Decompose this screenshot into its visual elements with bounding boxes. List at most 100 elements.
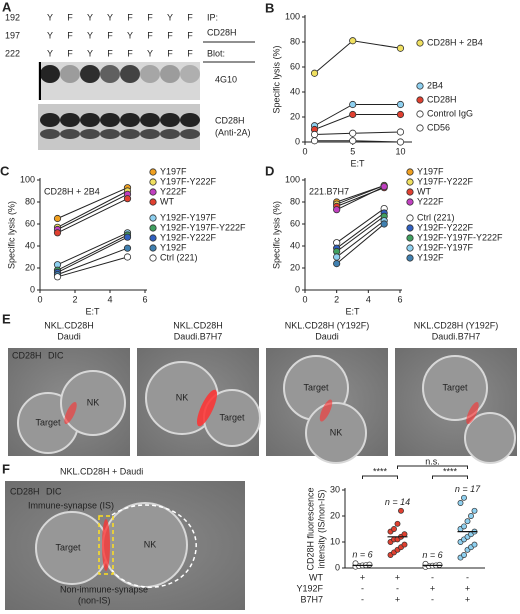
y-tick-label: 30 [330, 484, 340, 494]
y-tick-label: 60 [290, 218, 300, 228]
residue: Y [147, 48, 153, 58]
band [140, 129, 160, 139]
point [366, 561, 373, 568]
legend-swatch [149, 224, 157, 232]
point [396, 100, 405, 109]
y-axis-label: Specific lysis (%) [6, 201, 16, 269]
point [333, 259, 341, 268]
blot-strip [38, 62, 200, 100]
image-title: NKL.CD28H (Y192F) [285, 320, 370, 330]
x-tick-label: 10 [395, 146, 405, 156]
legend-label: Y192F-Y197F-Y222F [160, 222, 246, 232]
panel-letter: D [265, 163, 274, 178]
panel-letter: E [2, 311, 11, 326]
residue: Y [87, 12, 93, 22]
band [100, 65, 120, 83]
annotation: 221.B7H7 [309, 186, 349, 196]
image-title: Daudi [315, 331, 339, 341]
band [40, 65, 60, 83]
series-line [57, 232, 128, 266]
image-title: Daudi.B7H7 [432, 331, 481, 341]
series-line [57, 198, 128, 234]
series-line [57, 190, 128, 228]
residue: F [187, 30, 193, 40]
significance: **** [373, 466, 388, 476]
is-outline [98, 515, 114, 575]
y-tick-label: 0 [295, 284, 300, 294]
cd28h-signal [319, 399, 333, 422]
condition-sign: - [431, 594, 434, 604]
point [398, 507, 404, 514]
row-label: 197 [5, 30, 20, 40]
point [349, 137, 357, 145]
bracket [432, 475, 468, 479]
x-tick-label: 0 [37, 294, 42, 304]
point [53, 229, 62, 237]
y-axis-label: CD28H fluorescence [305, 487, 315, 570]
point [401, 541, 408, 548]
x-tick-label: 6 [397, 294, 402, 304]
point [310, 130, 319, 139]
point [380, 183, 388, 191]
legend-label: Ctrl (221) [417, 212, 455, 222]
point [310, 137, 319, 145]
legend-swatch [416, 39, 424, 47]
point [471, 507, 478, 514]
y-tick-label: 40 [290, 240, 300, 250]
legend-label: CD56 [427, 122, 450, 132]
cell-label: NK [144, 539, 157, 549]
band [40, 129, 60, 139]
ip-target: CD28H [207, 27, 237, 37]
cell-label: NK [176, 392, 189, 402]
legend-swatch [406, 198, 414, 206]
n-label: n = 6 [422, 550, 442, 560]
cell-label: Target [35, 417, 61, 427]
legend-swatch [406, 244, 414, 252]
residue: Y [87, 48, 93, 58]
legend-swatch [416, 82, 424, 90]
legend-label: Y192F-Y222F [417, 222, 474, 232]
condition-sign: + [395, 572, 400, 582]
series-line [57, 234, 128, 271]
y-tick-label: 80 [25, 196, 35, 206]
residue: F [147, 30, 153, 40]
n-label: n = 14 [385, 497, 410, 507]
n-label: n = 6 [352, 550, 372, 560]
residue: F [67, 30, 73, 40]
non-is-label: Non-immune-synapse [60, 584, 148, 594]
condition-label: B7H7 [300, 594, 323, 604]
legend-swatch [149, 214, 157, 222]
condition-sign: - [361, 583, 364, 593]
image-title: NKL.CD28H [44, 320, 94, 330]
band [80, 65, 100, 83]
channel-label: DIC [46, 486, 62, 496]
residue: F [127, 48, 133, 58]
y-tick-label: 60 [25, 218, 35, 228]
residue: F [187, 48, 193, 58]
n-label: n = 17 [455, 484, 481, 494]
cd28h-signal [466, 401, 479, 425]
point [457, 500, 464, 506]
cd28h-signal [64, 401, 77, 425]
band [100, 113, 120, 127]
cell-label: Target [442, 382, 468, 392]
point [396, 44, 405, 52]
legend-label: WT [417, 186, 431, 196]
legend-swatch [149, 254, 157, 262]
y-axis-label: Specific lysis (%) [271, 45, 281, 113]
residue: F [67, 48, 73, 58]
channel-label: DIC [48, 350, 64, 360]
residue: Y [47, 12, 53, 22]
series-line [314, 131, 401, 135]
legend-label: Y197F [160, 166, 187, 176]
series-line [57, 236, 128, 273]
y-tick-label: 0 [295, 136, 300, 146]
legend-label: WT [160, 196, 174, 206]
series-line [57, 256, 128, 278]
point [349, 100, 357, 109]
legend-swatch [149, 244, 157, 252]
legend-swatch [406, 188, 414, 196]
significance: n.s. [425, 456, 440, 466]
x-tick-label: 0 [302, 294, 307, 304]
